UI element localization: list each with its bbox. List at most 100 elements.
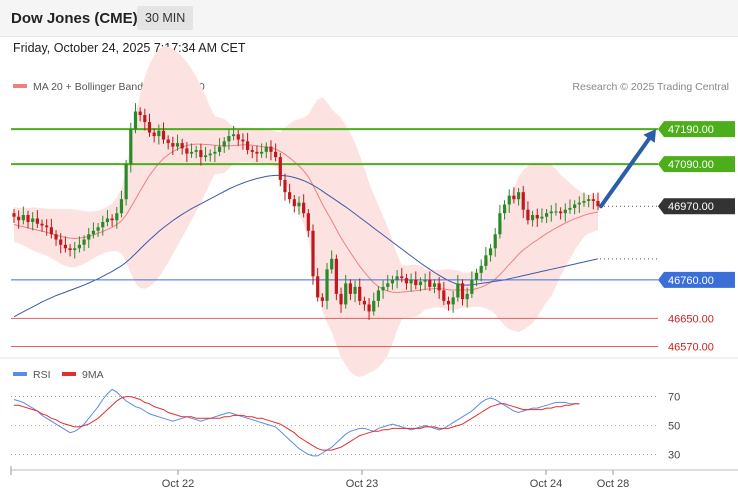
candle	[474, 268, 479, 287]
candle	[49, 218, 53, 239]
candle	[423, 273, 427, 291]
candles	[12, 103, 600, 320]
x-tick-label: Oct 24	[530, 478, 562, 490]
candle	[325, 263, 329, 310]
candle	[143, 108, 147, 131]
rsi-ma-legend-swatch	[62, 372, 76, 376]
candle	[35, 210, 39, 228]
candle	[559, 207, 563, 220]
candle	[297, 196, 301, 215]
candle	[521, 185, 525, 219]
candle	[231, 125, 236, 141]
candle	[105, 210, 110, 227]
candle	[82, 235, 86, 252]
chart-header: Dow Jones (CME) 30 MIN	[0, 0, 738, 37]
level-tag-1	[658, 156, 735, 173]
chart-datetime: Friday, October 24, 2025 7:17:34 AM CET	[13, 41, 246, 55]
candle	[311, 224, 315, 285]
candle	[502, 200, 507, 220]
candle	[274, 143, 278, 162]
candle	[339, 287, 343, 313]
candle	[414, 271, 418, 290]
instrument-title: Dow Jones (CME)	[11, 10, 138, 27]
candle	[157, 124, 161, 145]
candle	[498, 204, 502, 239]
level-labels: 47190.00 47090.00 46970.00 46760.00 46650.00…	[658, 121, 735, 353]
candle	[241, 133, 245, 150]
candle	[31, 212, 35, 231]
candle	[479, 259, 483, 282]
candle	[446, 296, 451, 311]
candle	[26, 210, 30, 229]
candle	[21, 206, 25, 225]
rsi-tick-70: 70	[668, 392, 680, 404]
candle	[278, 152, 282, 187]
candle	[320, 293, 324, 308]
candle	[372, 292, 376, 316]
candle	[563, 203, 567, 222]
candle	[535, 208, 539, 227]
candle	[526, 201, 530, 225]
candle	[591, 192, 595, 210]
candle	[175, 134, 180, 151]
candle	[213, 145, 217, 163]
rsi-legend-label: RSI	[33, 369, 51, 381]
bollinger-band	[14, 46, 598, 377]
candle	[488, 244, 493, 262]
candle	[390, 275, 395, 290]
candle	[171, 136, 175, 156]
candle	[587, 194, 591, 208]
candle	[68, 244, 72, 257]
ma20-legend-label: MA 20 + Bollinger Bands	[33, 81, 148, 93]
candle	[386, 274, 390, 292]
candle	[306, 209, 310, 238]
candle	[250, 145, 254, 159]
candle	[428, 271, 432, 292]
candle	[73, 241, 77, 259]
candle	[260, 143, 264, 158]
candle	[582, 192, 586, 207]
interval-badge[interactable]: 30 MIN	[137, 6, 194, 30]
candle	[507, 189, 511, 213]
credit-text: Research © 2025 Trading Central	[572, 81, 729, 93]
candle	[460, 279, 465, 306]
candle	[288, 183, 292, 204]
candle	[222, 137, 226, 153]
x-tick-label: Oct 28	[597, 478, 629, 490]
candle	[138, 107, 142, 122]
projection-arrow-head	[643, 129, 656, 143]
candle	[54, 230, 58, 246]
candle	[203, 146, 208, 162]
rsi-ma-legend-label: 9MA	[82, 369, 104, 381]
candle	[353, 280, 357, 303]
candle	[395, 270, 399, 289]
candle	[484, 246, 488, 271]
candle	[316, 267, 320, 302]
x-tick-label: Oct 22	[162, 478, 194, 490]
candle	[180, 138, 184, 155]
level-label-1: 47090.00	[668, 159, 714, 171]
candle	[376, 286, 381, 308]
level-label-5: 46570.00	[668, 341, 714, 353]
candle	[530, 210, 535, 227]
candle	[59, 233, 63, 254]
candle	[367, 298, 371, 320]
level-tag-0	[658, 121, 735, 138]
candle	[161, 122, 166, 144]
candle	[432, 279, 437, 294]
candle	[269, 140, 273, 161]
candle	[246, 132, 250, 155]
x-axis: Oct 22 Oct 23 Oct 24 Oct 28	[10, 466, 629, 490]
candle	[348, 279, 352, 301]
candle	[283, 173, 287, 201]
candle	[185, 142, 189, 163]
x-tick-label: Oct 23	[346, 478, 378, 490]
level-label-4: 46650.00	[668, 313, 714, 325]
candle	[96, 223, 100, 238]
candle	[91, 222, 96, 239]
candle	[152, 128, 156, 143]
candle	[227, 129, 231, 150]
candle	[568, 199, 572, 214]
candle	[217, 138, 222, 157]
candle	[236, 130, 240, 146]
